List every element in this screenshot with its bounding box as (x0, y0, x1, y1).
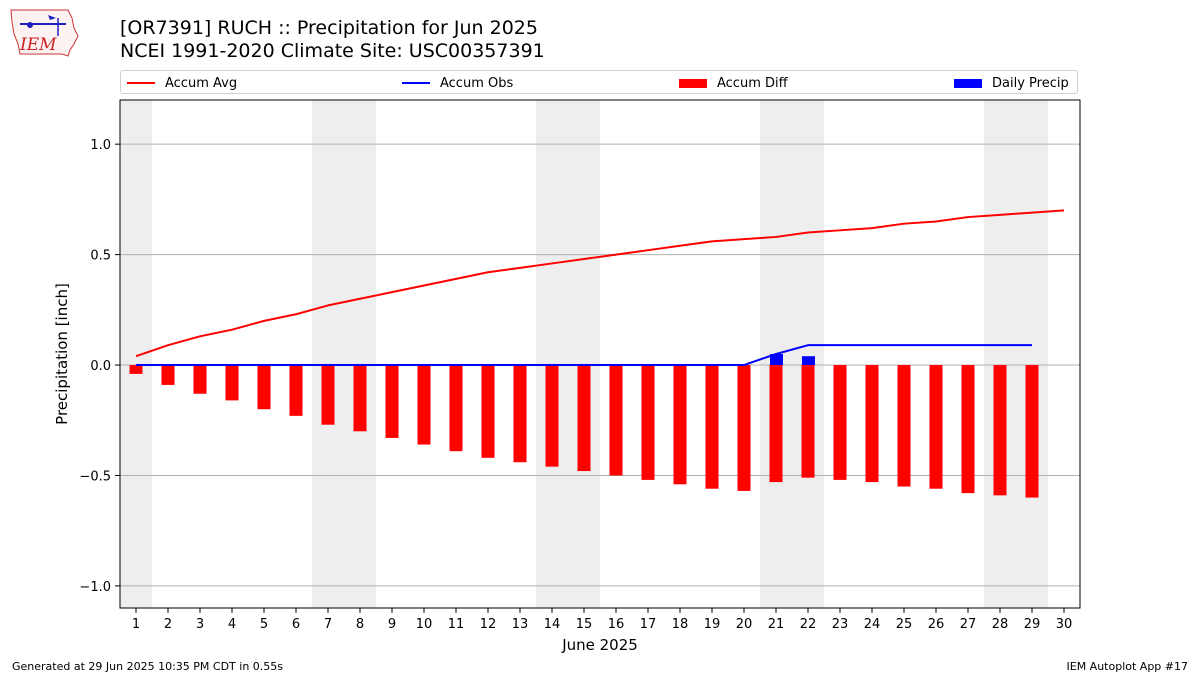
accum-diff-bar (769, 365, 783, 483)
accum-diff-bar (609, 365, 623, 476)
x-tick-label: 19 (704, 617, 721, 632)
accum-diff-bar (129, 365, 143, 374)
x-tick-label: 26 (928, 617, 945, 632)
accum-diff-bar (961, 365, 975, 494)
x-tick-label: 1 (132, 617, 140, 632)
x-tick-label: 2 (164, 617, 172, 632)
footer-generated-text: Generated at 29 Jun 2025 10:35 PM CDT in… (12, 660, 284, 673)
x-tick-label: 17 (640, 617, 657, 632)
x-tick-label: 14 (544, 617, 561, 632)
accum-diff-bar (321, 365, 335, 425)
accum-diff-bar (865, 365, 879, 483)
x-tick-label: 10 (416, 617, 433, 632)
legend-swatch-accum-avg (127, 82, 155, 84)
legend-item-accum-avg: Accum Avg (127, 74, 237, 92)
legend: Accum Avg Accum Obs Accum Diff Daily Pre… (120, 70, 1078, 94)
legend-item-accum-obs: Accum Obs (402, 74, 513, 92)
x-tick-label: 27 (960, 617, 977, 632)
x-tick-label: 23 (832, 617, 849, 632)
x-tick-label: 5 (260, 617, 268, 632)
accum-diff-bar (993, 365, 1007, 496)
accum-obs-line (136, 344, 1032, 367)
accum-diff-bar (161, 365, 175, 385)
accum-diff-bar (897, 365, 911, 487)
footer-app-text: IEM Autoplot App #17 (1066, 660, 1189, 673)
accum-diff-bar (353, 365, 367, 432)
logo-text: IEM (19, 35, 57, 55)
accum-diff-bar (577, 365, 591, 472)
x-tick-label: 16 (608, 617, 625, 632)
x-tick-label: 13 (512, 617, 529, 632)
x-tick-label: 24 (864, 617, 881, 632)
y-tick-label: 0.5 (90, 249, 111, 264)
legend-label-daily-precip: Daily Precip (992, 75, 1069, 91)
x-tick-label: 28 (992, 617, 1009, 632)
weekend-shade (120, 100, 152, 608)
y-tick-label: −0.5 (79, 469, 111, 484)
legend-swatch-accum-diff (679, 78, 707, 88)
accum-diff-bar (673, 365, 687, 485)
y-axis-label: Precipitation [inch] (53, 283, 71, 425)
weekend-shade (984, 100, 1048, 608)
accum-diff-bar (225, 365, 239, 401)
accum-diff-bar (545, 365, 559, 467)
accum-diff-bar (449, 365, 463, 452)
x-tick-label: 8 (356, 617, 364, 632)
accum-diff-bar (737, 365, 751, 491)
x-tick-label: 21 (768, 617, 785, 632)
accum-diff-bar (801, 365, 815, 478)
x-tick-label: 15 (576, 617, 593, 632)
plot-frame (119, 99, 1081, 609)
chart-subtitle: NCEI 1991-2020 Climate Site: USC00357391 (120, 40, 545, 62)
x-tick-label: 25 (896, 617, 913, 632)
x-axis-label: June 2025 (561, 636, 638, 654)
y-tick-label: −1.0 (79, 580, 111, 595)
accum-diff-bar (417, 365, 431, 445)
x-tick-label: 22 (800, 617, 817, 632)
weekend-shade (536, 100, 600, 608)
weekend-shade (312, 100, 376, 608)
x-tick-label: 12 (480, 617, 497, 632)
accum-diff-bar (833, 365, 847, 480)
accum-diff-bar (929, 365, 943, 489)
daily-precip-bar (770, 354, 783, 366)
legend-item-accum-diff: Accum Diff (679, 74, 788, 92)
iem-logo: IEM (10, 9, 79, 57)
accum-diff-bar (257, 365, 271, 410)
accum-diff-bar (641, 365, 655, 480)
x-tick-label: 11 (448, 617, 465, 632)
accum-diff-bar (289, 365, 303, 416)
accum-diff-bar (385, 365, 399, 438)
accum-diff-bar (513, 365, 527, 463)
daily-precip-bar (802, 356, 815, 366)
chart-title: [OR7391] RUCH :: Precipitation for Jun 2… (120, 17, 538, 39)
x-tick-label: 20 (736, 617, 753, 632)
legend-label-accum-obs: Accum Obs (440, 75, 514, 91)
accum-avg-line (135, 209, 1065, 358)
x-tick-label: 30 (1056, 617, 1073, 632)
accum-diff-bar (705, 365, 719, 489)
x-tick-label: 18 (672, 617, 689, 632)
y-tick-label: 0.0 (90, 359, 111, 374)
x-tick-label: 9 (388, 617, 396, 632)
legend-label-accum-diff: Accum Diff (717, 75, 788, 91)
weekend-shade (760, 100, 824, 608)
accum-diff-bar (1025, 365, 1039, 498)
legend-item-daily-precip: Daily Precip (954, 74, 1069, 92)
iowa-outline-shape (10, 9, 79, 57)
x-tick-label: 3 (196, 617, 204, 632)
accum-diff-bar (481, 365, 495, 458)
y-tick-label: 1.0 (90, 138, 111, 153)
x-tick-label: 7 (324, 617, 332, 632)
legend-swatch-accum-obs (402, 82, 430, 84)
accum-diff-bar (193, 365, 207, 394)
legend-label-accum-avg: Accum Avg (165, 75, 238, 91)
x-tick-label: 6 (292, 617, 300, 632)
x-tick-label: 4 (228, 617, 236, 632)
x-tick-label: 29 (1024, 617, 1041, 632)
legend-swatch-daily-precip (954, 78, 982, 88)
